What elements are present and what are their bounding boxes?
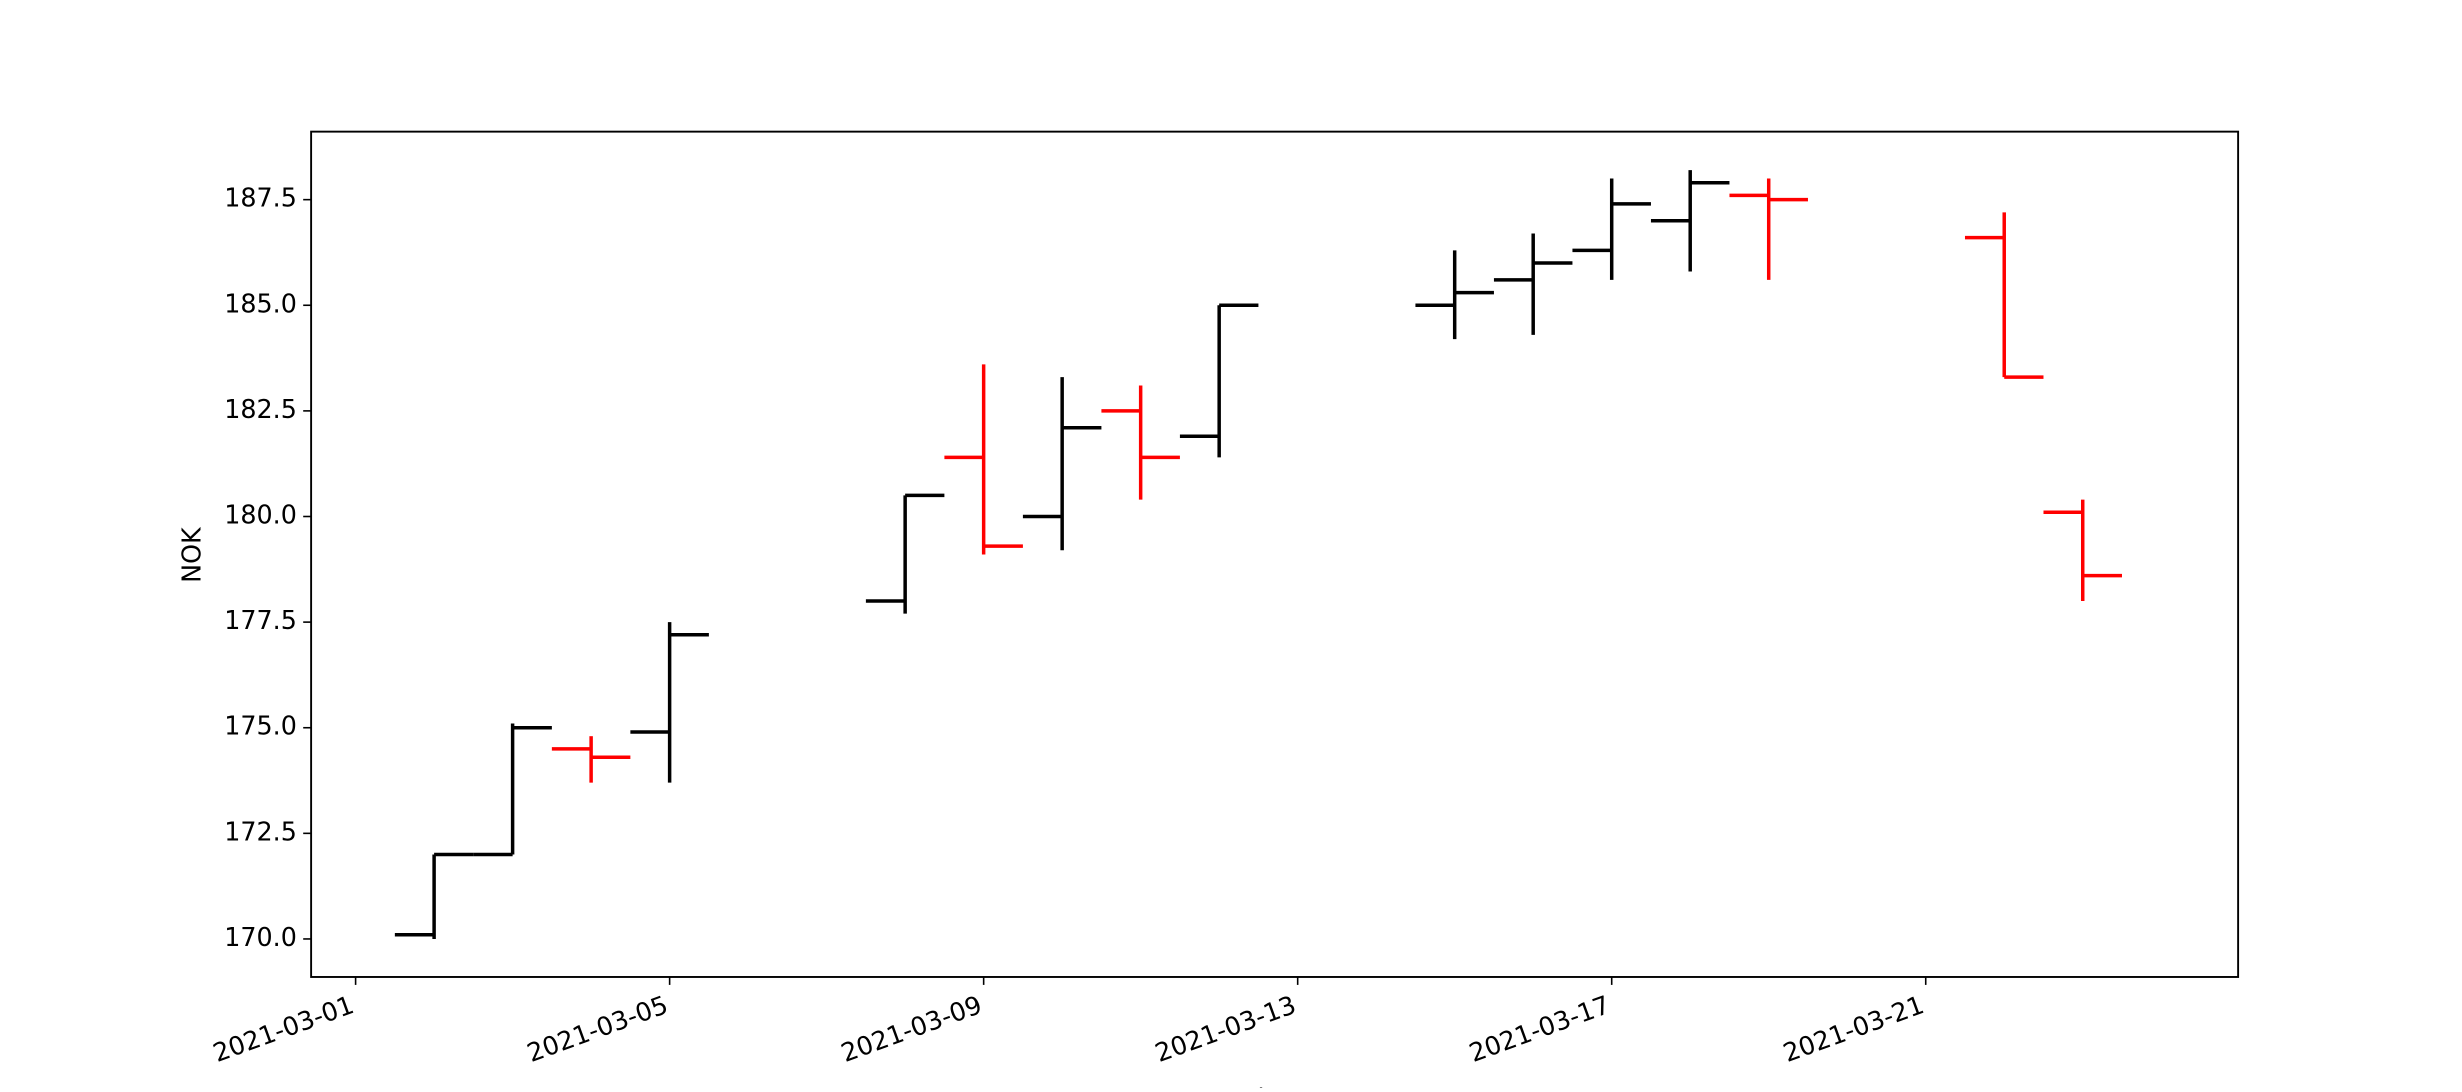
y-tick-label: 187.5	[224, 183, 297, 213]
y-tick-label: 177.5	[224, 605, 297, 635]
plot-frame	[310, 130, 2240, 978]
x-tick-label: 2021-03-01	[209, 989, 358, 1068]
x-tick-label: 2021-03-05	[523, 989, 672, 1068]
y-tick-label: 172.5	[224, 816, 297, 846]
x-tick-label: 2021-03-21	[1779, 989, 1928, 1068]
y-tick-label: 185.0	[224, 288, 297, 318]
x-tick-label: 2021-03-09	[837, 989, 986, 1068]
x-tick-label: 2021-03-17	[1465, 989, 1614, 1068]
y-tick-label: 175.0	[224, 711, 297, 741]
y-tick-label: 170.0	[224, 922, 297, 952]
y-axis-label: NOK	[177, 526, 207, 583]
x-tick-label: 2021-03-13	[1151, 989, 1300, 1068]
y-tick-label: 182.5	[224, 394, 297, 424]
y-tick-label: 180.0	[224, 499, 297, 529]
x-axis-label: Time	[1242, 1083, 1305, 1088]
